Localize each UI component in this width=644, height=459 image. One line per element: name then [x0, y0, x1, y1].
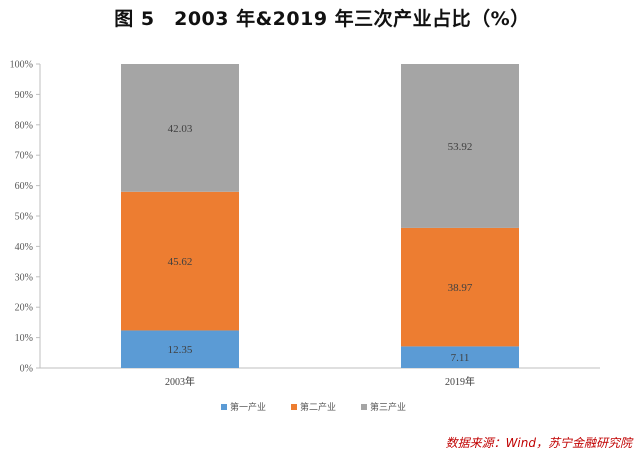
- legend-label: 第三产业: [370, 401, 406, 413]
- legend-label: 第一产业: [230, 401, 266, 413]
- legend-swatch: [221, 404, 227, 410]
- chart-title: 图 5 2003 年&2019 年三次产业占比（%）: [114, 8, 530, 30]
- y-tick-label: 20%: [15, 303, 33, 314]
- y-tick-label: 100%: [10, 60, 33, 71]
- bar-segment-1: [401, 346, 519, 368]
- bar-segment-3: [401, 64, 519, 228]
- data-label: 42.03: [168, 123, 193, 135]
- x-category-label: 2003年: [165, 375, 195, 388]
- y-tick-label: 30%: [15, 272, 33, 283]
- data-label: 53.92: [448, 141, 473, 153]
- legend-swatch: [361, 404, 367, 410]
- data-label: 7.11: [451, 352, 470, 364]
- bar-segment-2: [401, 227, 519, 347]
- data-label: 12.35: [168, 344, 193, 356]
- legend-label: 第二产业: [300, 401, 336, 413]
- x-category-label: 2019年: [445, 375, 475, 388]
- legend-swatch: [291, 404, 297, 410]
- y-tick-label: 90%: [15, 90, 33, 101]
- bar-segment-3: [121, 64, 239, 192]
- y-tick-label: 40%: [15, 242, 33, 253]
- bar-segment-1: [121, 330, 239, 368]
- data-label: 45.62: [168, 256, 193, 268]
- data-source-note: 数据来源：Wind，苏宁金融研究院: [445, 436, 632, 450]
- y-tick-label: 60%: [15, 181, 33, 192]
- y-tick-label: 10%: [15, 333, 33, 344]
- y-tick-label: 80%: [15, 120, 33, 131]
- y-tick-label: 70%: [15, 151, 33, 162]
- y-tick-label: 0%: [20, 364, 33, 375]
- bar-segment-2: [121, 191, 239, 331]
- y-tick-label: 50%: [15, 212, 33, 223]
- data-label: 38.97: [448, 282, 473, 294]
